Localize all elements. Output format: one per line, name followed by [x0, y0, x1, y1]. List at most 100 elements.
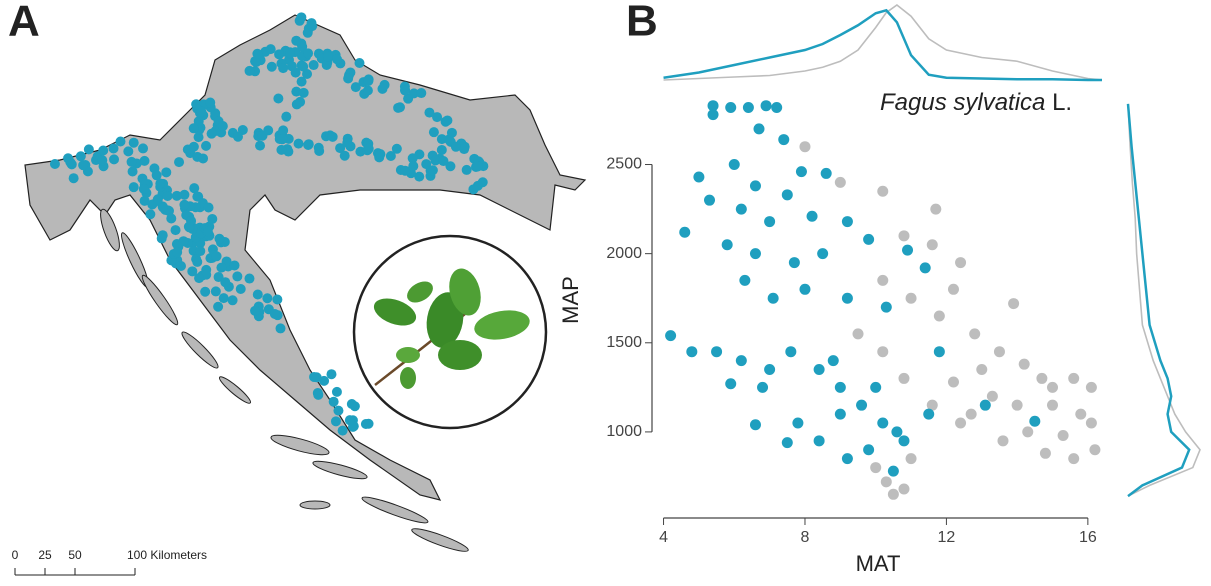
point — [1039, 447, 1051, 459]
occurrence-point — [205, 97, 216, 108]
occurrence-point — [442, 115, 453, 126]
x-tick-label: 16 — [1079, 529, 1097, 546]
occurrence-point — [309, 371, 320, 382]
point — [979, 399, 991, 411]
occurrence-point — [75, 151, 86, 162]
occurrence-point — [281, 111, 292, 122]
point — [806, 210, 818, 222]
occurrence-point — [363, 143, 374, 154]
point — [711, 346, 723, 358]
occurrence-point — [436, 144, 447, 155]
occurrence-point — [343, 73, 354, 84]
point — [749, 180, 761, 192]
occurrence-point — [138, 143, 149, 154]
point — [905, 292, 917, 304]
point — [813, 364, 825, 376]
occurrence-point — [335, 143, 346, 154]
occurrence-point — [265, 44, 276, 55]
occurrence-point — [302, 68, 313, 79]
point — [880, 476, 892, 488]
point — [795, 166, 807, 178]
point — [926, 399, 938, 411]
occurrence-point — [407, 153, 418, 164]
occurrence-point — [196, 106, 207, 117]
occurrence-point — [161, 167, 172, 178]
point — [877, 185, 889, 197]
occurrence-point — [139, 155, 150, 166]
occurrence-point — [198, 153, 209, 164]
occurrence-point — [333, 405, 344, 416]
occurrence-point — [192, 256, 203, 267]
occurrence-point — [436, 134, 447, 145]
occurrence-point — [188, 123, 199, 134]
x-tick-label: 12 — [938, 529, 956, 546]
occurrence-point — [211, 251, 222, 262]
occurrence-point — [189, 183, 200, 194]
scale-label: 100 Kilometers — [127, 548, 207, 562]
point — [1075, 408, 1087, 420]
point — [767, 292, 779, 304]
point — [785, 346, 797, 358]
occurrence-point — [192, 191, 203, 202]
occurrence-point — [303, 48, 314, 59]
occurrence-point — [152, 194, 163, 205]
x-density — [663, 4, 1103, 81]
point — [725, 378, 737, 390]
occurrence-point — [203, 202, 214, 213]
occurrence-point — [394, 102, 405, 113]
occurrence-point — [151, 170, 162, 181]
point — [947, 283, 959, 295]
point — [997, 435, 1009, 447]
point — [965, 408, 977, 420]
point — [887, 488, 899, 500]
occurrence-point — [272, 294, 283, 305]
occurrence-point — [375, 149, 386, 160]
point — [986, 390, 998, 402]
point — [877, 417, 889, 429]
point — [993, 346, 1005, 358]
point — [947, 376, 959, 388]
occurrence-point — [445, 161, 456, 172]
y-tick-label: 2500 — [606, 156, 642, 173]
occurrence-point — [139, 195, 150, 206]
occurrence-point — [298, 87, 309, 98]
x-tick-label: 8 — [801, 529, 810, 546]
point — [1068, 372, 1080, 384]
occurrence-point — [274, 49, 285, 60]
occurrence-point — [170, 225, 181, 236]
occurrence-point — [438, 156, 449, 167]
occurrence-point — [188, 141, 199, 152]
point — [679, 226, 691, 238]
occurrence-point — [291, 86, 302, 97]
point — [834, 408, 846, 420]
occurrence-point — [244, 65, 255, 76]
occurrence-points — [49, 12, 489, 436]
occurrence-point — [195, 246, 206, 257]
occurrence-point — [430, 155, 441, 166]
point — [781, 189, 793, 201]
occurrence-point — [65, 157, 76, 168]
occurrence-point — [468, 184, 479, 195]
occurrence-point — [266, 61, 277, 72]
point — [841, 216, 853, 228]
occurrence-point — [416, 88, 427, 99]
point — [771, 101, 783, 113]
occurrence-point — [400, 165, 411, 176]
occurrence-point — [472, 161, 483, 172]
point — [1008, 298, 1020, 310]
occurrence-point — [235, 284, 246, 295]
point — [792, 417, 804, 429]
point — [898, 230, 910, 242]
point — [799, 141, 811, 153]
point — [877, 274, 889, 286]
point — [887, 465, 899, 477]
occurrence-point — [295, 96, 306, 107]
point — [905, 453, 917, 465]
panel-label: B — [626, 0, 658, 46]
occurrence-point — [326, 369, 337, 380]
occurrence-point — [342, 137, 353, 148]
occurrence-point — [172, 247, 183, 258]
point — [955, 257, 967, 269]
occurrence-point — [179, 199, 190, 210]
point — [863, 444, 875, 456]
